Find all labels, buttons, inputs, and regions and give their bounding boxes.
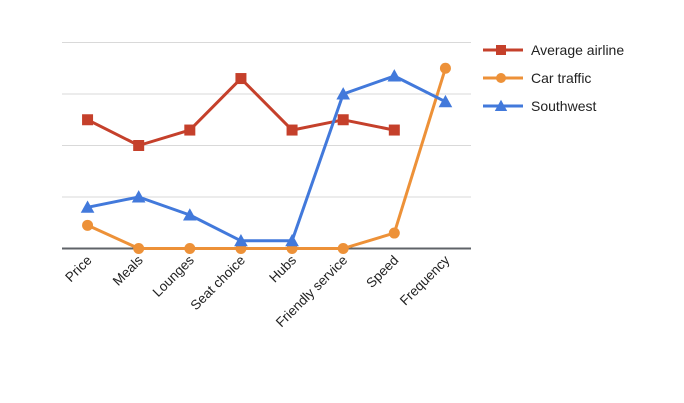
marker-car-traffic <box>82 219 94 231</box>
marker-average-airline <box>133 140 145 151</box>
marker-car-traffic <box>388 227 400 239</box>
x-axis-label: Lounges <box>150 252 197 299</box>
marker-average-airline <box>388 124 400 136</box>
marker-southwest <box>285 233 299 247</box>
marker-southwest <box>131 190 146 203</box>
marker-car-traffic <box>439 62 451 74</box>
marker-southwest <box>234 233 248 247</box>
marker-southwest <box>387 69 402 82</box>
marker-average-airline <box>286 124 298 136</box>
x-axis-label: Price <box>62 253 94 285</box>
marker-car-traffic <box>337 243 349 254</box>
legend-item-southwest: Southwest <box>482 92 624 120</box>
legend-label: Southwest <box>531 98 597 114</box>
legend-label: Car traffic <box>531 70 592 86</box>
x-axis-label: Meals <box>110 252 146 288</box>
legend-circle-swatch-icon <box>483 73 523 83</box>
legend-item-average-airline: Average airline <box>482 36 624 64</box>
legend-label: Average airline <box>531 42 625 58</box>
x-axis-label: Hubs <box>266 252 299 285</box>
x-axis-label: Speed <box>363 253 401 291</box>
legend-triangle-swatch-icon <box>483 99 523 111</box>
marker-car-traffic <box>184 243 196 254</box>
marker-average-airline <box>184 124 196 136</box>
marker-car-traffic <box>133 243 145 254</box>
x-axis-label: Seat choice <box>188 253 248 313</box>
legend-square-swatch-icon <box>483 45 523 55</box>
series-line-car-traffic <box>86 66 447 250</box>
x-axis-label: Frequency <box>397 252 453 308</box>
legend-item-car-traffic: Car traffic <box>482 64 624 92</box>
legend: Average airline Car traffic Southwest <box>482 36 624 120</box>
series-line-average-airline <box>86 77 396 147</box>
marker-southwest <box>182 208 197 221</box>
marker-average-airline <box>337 114 349 126</box>
marker-southwest <box>80 200 95 213</box>
series-line-southwest <box>86 74 447 243</box>
marker-average-airline <box>235 73 247 85</box>
marker-average-airline <box>82 114 94 126</box>
marker-southwest <box>336 87 351 100</box>
marker-southwest <box>438 94 453 108</box>
